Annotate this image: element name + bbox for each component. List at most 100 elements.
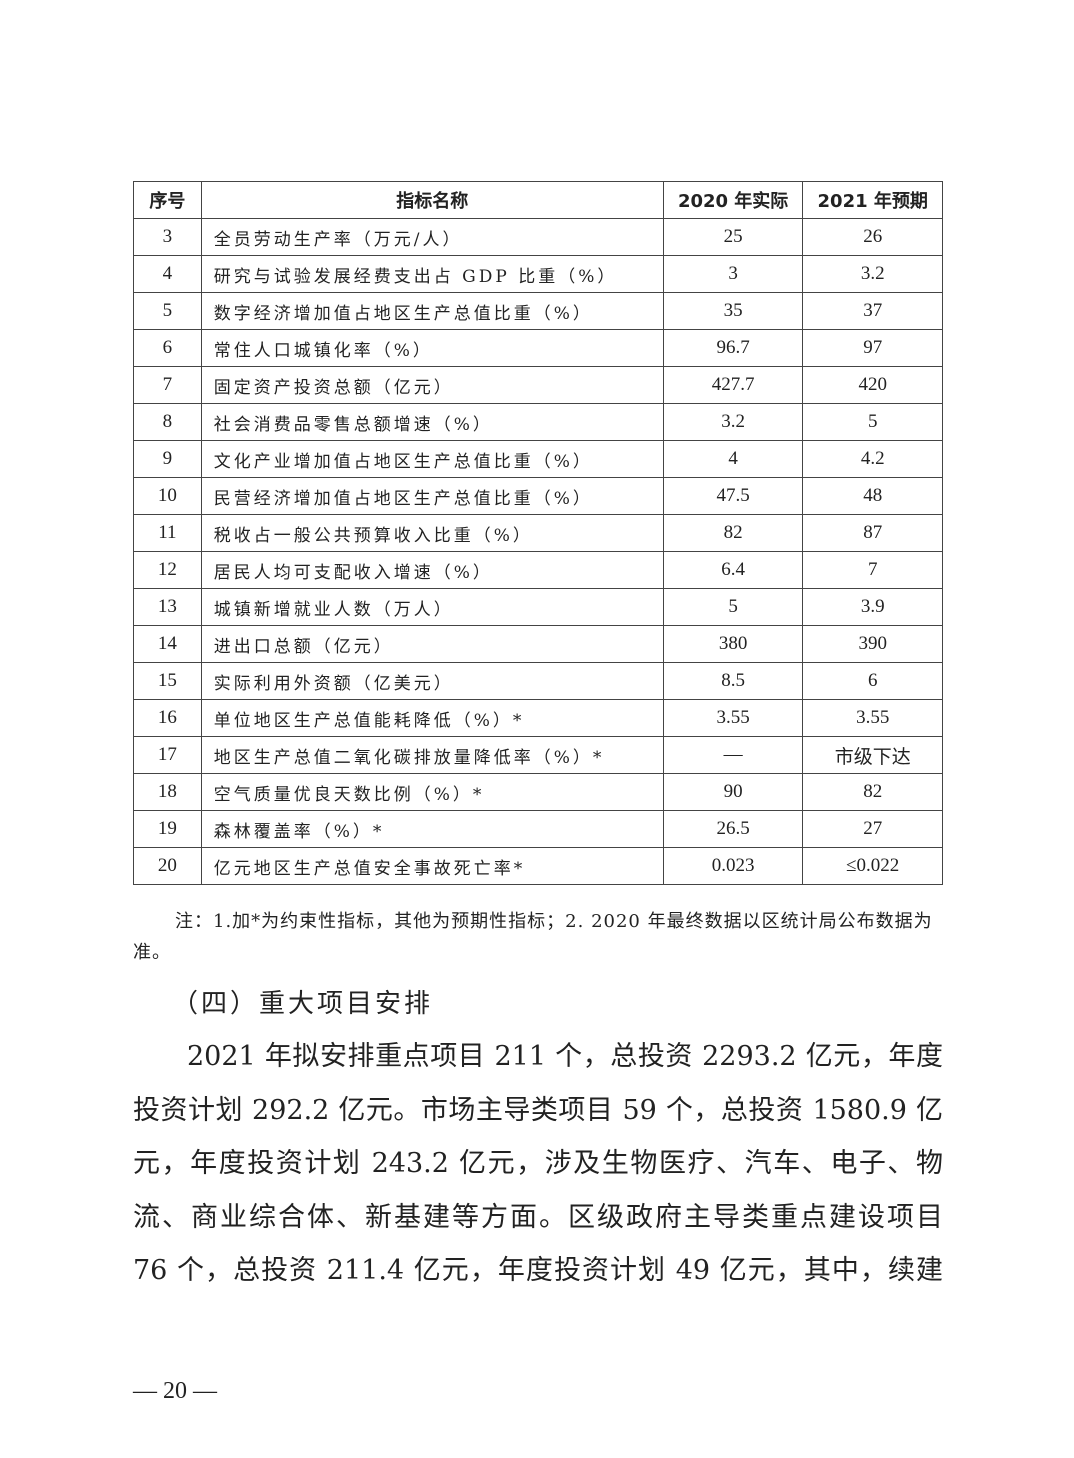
cell-index: 11	[133, 514, 202, 552]
paragraph-line: 流、商业综合体、新基建等方面。区级政府主导类重点建设项目	[133, 1201, 943, 1233]
cell-index: 12	[133, 551, 202, 589]
cell-2021-expected: 4.2	[802, 440, 943, 478]
table-row: 13 城镇新增就业人数（万人） 5 3.9	[133, 588, 943, 626]
cell-index: 5	[133, 292, 202, 330]
cell-2021-expected: 390	[802, 625, 943, 663]
header-2020-actual: 2020 年实际	[662, 181, 804, 219]
cell-2021-expected: ≤0.022	[802, 847, 943, 885]
cell-2020-actual: 0.023	[662, 847, 804, 885]
cell-indicator-name: 城镇新增就业人数（万人）	[200, 588, 664, 626]
paragraph-line: 76 个，总投资 211.4 亿元，年度投资计划 49 亿元，其中，续建	[133, 1255, 943, 1286]
cell-2020-actual: 5	[662, 588, 804, 626]
cell-index: 19	[133, 810, 202, 848]
cell-indicator-name: 空气质量优良天数比例（%）*	[200, 773, 664, 811]
cell-indicator-name: 居民人均可支配收入增速（%）	[200, 551, 664, 589]
page-number: — 20 —	[133, 1378, 217, 1404]
table-row: 18 空气质量优良天数比例（%）* 90 82	[133, 773, 943, 811]
cell-indicator-name: 实际利用外资额（亿美元）	[200, 662, 664, 700]
cell-2020-actual: 25	[662, 218, 804, 256]
cell-index: 18	[133, 773, 202, 811]
cell-index: 9	[133, 440, 202, 478]
cell-indicator-name: 亿元地区生产总值安全事故死亡率*	[200, 847, 664, 885]
table-footnote: 注：1.加*为约束性指标，其他为预期性指标；2. 2020 年最终数据以区统计局…	[133, 911, 933, 963]
cell-2020-actual: 96.7	[662, 329, 804, 367]
cell-2021-expected: 3.2	[802, 255, 943, 293]
cell-indicator-name: 常住人口城镇化率（%）	[200, 329, 664, 367]
cell-2020-actual: 427.7	[662, 366, 804, 404]
cell-2021-expected: 82	[802, 773, 943, 811]
cell-2020-actual: 8.5	[662, 662, 804, 700]
cell-index: 15	[133, 662, 202, 700]
cell-2020-actual: 3.2	[662, 403, 804, 441]
table-row: 6 常住人口城镇化率（%） 96.7 97	[133, 329, 943, 367]
cell-index: 16	[133, 699, 202, 737]
table-row: 17 地区生产总值二氧化碳排放量降低率（%）* — 市级下达	[133, 736, 943, 774]
cell-index: 3	[133, 218, 202, 256]
cell-2020-actual: 82	[662, 514, 804, 552]
cell-2020-actual: —	[662, 736, 804, 774]
cell-2020-actual: 380	[662, 625, 804, 663]
table-row: 16 单位地区生产总值能耗降低（%）* 3.55 3.55	[133, 699, 943, 737]
paragraph-line: 2021 年拟安排重点项目 211 个，总投资 2293.2 亿元，年度	[187, 1041, 943, 1072]
cell-2020-actual: 90	[662, 773, 804, 811]
table-row: 9 文化产业增加值占地区生产总值比重（%） 4 4.2	[133, 440, 943, 478]
table-row: 4 研究与试验发展经费支出占 GDP 比重（%） 3 3.2	[133, 255, 943, 293]
table-row: 3 全员劳动生产率（万元/人） 25 26	[133, 218, 943, 256]
table-row: 8 社会消费品零售总额增速（%） 3.2 5	[133, 403, 943, 441]
cell-2021-expected: 市级下达	[802, 736, 943, 774]
cell-2021-expected: 87	[802, 514, 943, 552]
paragraph-line: 投资计划 292.2 亿元。市场主导类项目 59 个，总投资 1580.9 亿	[133, 1094, 943, 1126]
cell-2021-expected: 37	[802, 292, 943, 330]
cell-indicator-name: 全员劳动生产率（万元/人）	[200, 218, 664, 256]
header-2021-expected: 2021 年预期	[802, 181, 943, 219]
cell-indicator-name: 地区生产总值二氧化碳排放量降低率（%）*	[200, 736, 664, 774]
table-row: 5 数字经济增加值占地区生产总值比重（%） 35 37	[133, 292, 943, 330]
cell-2021-expected: 26	[802, 218, 943, 256]
cell-indicator-name: 进出口总额（亿元）	[200, 625, 664, 663]
cell-indicator-name: 研究与试验发展经费支出占 GDP 比重（%）	[200, 255, 664, 293]
cell-indicator-name: 森林覆盖率（%）*	[200, 810, 664, 848]
cell-indicator-name: 税收占一般公共预算收入比重（%）	[200, 514, 664, 552]
cell-2020-actual: 47.5	[662, 477, 804, 515]
cell-indicator-name: 社会消费品零售总额增速（%）	[200, 403, 664, 441]
cell-2021-expected: 5	[802, 403, 943, 441]
cell-2021-expected: 97	[802, 329, 943, 367]
cell-indicator-name: 民营经济增加值占地区生产总值比重（%）	[200, 477, 664, 515]
cell-index: 17	[133, 736, 202, 774]
table-row: 20 亿元地区生产总值安全事故死亡率* 0.023 ≤0.022	[133, 847, 943, 885]
cell-2021-expected: 27	[802, 810, 943, 848]
cell-2021-expected: 3.55	[802, 699, 943, 737]
cell-2020-actual: 3.55	[662, 699, 804, 737]
cell-indicator-name: 固定资产投资总额（亿元）	[200, 366, 664, 404]
cell-index: 6	[133, 329, 202, 367]
table-row: 7 固定资产投资总额（亿元） 427.7 420	[133, 366, 943, 404]
table-row: 14 进出口总额（亿元） 380 390	[133, 625, 943, 663]
cell-2021-expected: 7	[802, 551, 943, 589]
cell-index: 13	[133, 588, 202, 626]
cell-indicator-name: 数字经济增加值占地区生产总值比重（%）	[200, 292, 664, 330]
cell-index: 20	[133, 847, 202, 885]
cell-2021-expected: 6	[802, 662, 943, 700]
table-row: 19 森林覆盖率（%）* 26.5 27	[133, 810, 943, 848]
cell-2021-expected: 420	[802, 366, 943, 404]
cell-2020-actual: 26.5	[662, 810, 804, 848]
cell-2021-expected: 48	[802, 477, 943, 515]
cell-2020-actual: 6.4	[662, 551, 804, 589]
cell-2020-actual: 4	[662, 440, 804, 478]
header-indicator-name: 指标名称	[200, 181, 664, 219]
table-row: 10 民营经济增加值占地区生产总值比重（%） 47.5 48	[133, 477, 943, 515]
cell-index: 4	[133, 255, 202, 293]
cell-index: 8	[133, 403, 202, 441]
cell-indicator-name: 文化产业增加值占地区生产总值比重（%）	[200, 440, 664, 478]
table-header-row: 序号 指标名称 2020 年实际 2021 年预期	[133, 181, 943, 219]
table-row: 15 实际利用外资额（亿美元） 8.5 6	[133, 662, 943, 700]
table-row: 11 税收占一般公共预算收入比重（%） 82 87	[133, 514, 943, 552]
cell-index: 10	[133, 477, 202, 515]
cell-indicator-name: 单位地区生产总值能耗降低（%）*	[200, 699, 664, 737]
cell-2020-actual: 3	[662, 255, 804, 293]
cell-index: 14	[133, 625, 202, 663]
cell-2021-expected: 3.9	[802, 588, 943, 626]
section-heading: （四）重大项目安排	[172, 989, 434, 1019]
header-index: 序号	[133, 181, 202, 219]
body-paragraph: 2021 年拟安排重点项目 211 个，总投资 2293.2 亿元，年度 投资计…	[133, 1030, 943, 1298]
